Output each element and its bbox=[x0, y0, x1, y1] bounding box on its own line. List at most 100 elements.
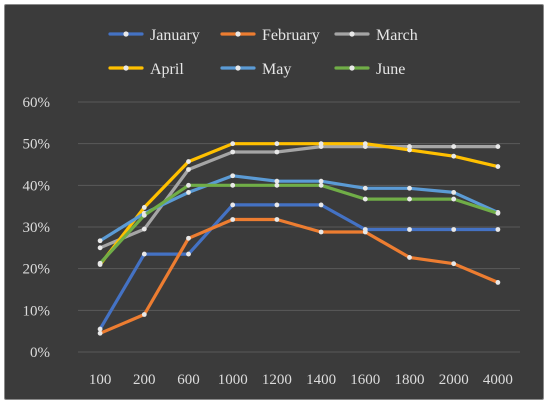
data-point bbox=[362, 141, 368, 147]
legend-entry: March bbox=[334, 27, 418, 44]
data-point bbox=[274, 202, 280, 208]
data-point bbox=[186, 159, 191, 164]
series-line bbox=[98, 145, 500, 250]
data-point bbox=[274, 178, 280, 184]
legend-marker bbox=[235, 65, 241, 71]
series-june bbox=[97, 182, 501, 266]
data-point bbox=[97, 238, 103, 244]
legend-entry: April bbox=[108, 61, 184, 78]
data-point bbox=[362, 229, 368, 235]
data-point bbox=[451, 153, 457, 159]
data-point bbox=[318, 182, 324, 188]
data-point bbox=[362, 196, 368, 202]
x-tick-label: 200 bbox=[133, 372, 156, 388]
data-point bbox=[451, 144, 457, 149]
x-tick-label: 1400 bbox=[306, 372, 336, 388]
data-point bbox=[186, 190, 191, 195]
data-point bbox=[230, 217, 236, 222]
legend-label: June bbox=[376, 61, 405, 78]
legend-entry: June bbox=[334, 61, 405, 78]
legend-marker bbox=[123, 31, 129, 37]
data-point bbox=[451, 261, 457, 267]
data-point bbox=[274, 141, 280, 147]
data-point bbox=[318, 178, 324, 184]
data-point bbox=[97, 260, 103, 266]
data-point bbox=[186, 167, 191, 172]
data-point bbox=[274, 149, 280, 155]
data-point bbox=[362, 185, 368, 191]
series-january bbox=[97, 202, 501, 332]
data-point bbox=[97, 330, 103, 336]
legend-label: January bbox=[150, 27, 200, 44]
x-tick-label: 600 bbox=[177, 372, 200, 388]
series-line bbox=[98, 142, 500, 267]
data-point bbox=[407, 185, 412, 191]
y-tick-label: 60% bbox=[23, 95, 51, 111]
data-point bbox=[97, 326, 103, 332]
series-april bbox=[97, 141, 501, 267]
legend-marker bbox=[123, 65, 129, 71]
legend-marker bbox=[349, 31, 355, 37]
data-point bbox=[495, 227, 501, 232]
data-point bbox=[186, 251, 191, 257]
y-tick-label: 30% bbox=[23, 220, 51, 236]
data-point bbox=[318, 202, 324, 208]
data-point bbox=[230, 202, 236, 208]
legend-marker bbox=[235, 31, 241, 37]
data-point bbox=[141, 226, 147, 232]
data-point bbox=[495, 164, 501, 169]
data-point bbox=[186, 235, 191, 241]
x-tick-label: 1800 bbox=[395, 372, 425, 388]
data-point bbox=[495, 280, 501, 285]
legend-label: March bbox=[376, 27, 418, 44]
data-point bbox=[407, 147, 412, 153]
series-line bbox=[98, 203, 500, 331]
data-point bbox=[451, 227, 457, 232]
series-line bbox=[98, 183, 500, 265]
data-point bbox=[407, 196, 412, 202]
data-point bbox=[230, 149, 236, 155]
data-point bbox=[495, 210, 501, 216]
data-point bbox=[141, 312, 147, 317]
x-tick-label: 2000 bbox=[439, 372, 469, 388]
y-tick-label: 20% bbox=[23, 262, 51, 278]
data-point bbox=[495, 144, 501, 149]
data-point bbox=[230, 141, 236, 147]
legend-entry: January bbox=[108, 27, 200, 44]
x-tick-label: 1600 bbox=[350, 372, 380, 388]
data-point bbox=[230, 173, 236, 179]
x-tick-label: 1200 bbox=[262, 372, 292, 388]
series-line bbox=[98, 174, 500, 243]
legend-label: February bbox=[262, 27, 320, 44]
x-tick-label: 1000 bbox=[218, 372, 248, 388]
legend-label: May bbox=[262, 61, 291, 78]
y-axis-ticks: 0% 10% 20% 30% 40% 50% 60% bbox=[23, 95, 51, 361]
data-point bbox=[407, 255, 412, 260]
data-point bbox=[451, 190, 457, 195]
x-axis-ticks: 100 200 600 1000 1200 1400 1600 1800 2000 4000 bbox=[89, 372, 513, 388]
y-tick-label: 40% bbox=[23, 178, 51, 194]
data-point bbox=[141, 212, 147, 218]
series-march bbox=[97, 144, 501, 251]
series-lines bbox=[97, 141, 501, 336]
y-tick-label: 0% bbox=[30, 345, 50, 361]
data-point bbox=[407, 144, 412, 149]
data-point bbox=[407, 227, 412, 232]
legend-entry: February bbox=[220, 27, 320, 44]
data-point bbox=[318, 141, 324, 147]
chart-frame bbox=[4, 4, 544, 400]
data-point bbox=[97, 245, 103, 251]
legend-marker bbox=[349, 65, 355, 71]
x-tick-label: 4000 bbox=[483, 372, 513, 388]
data-point bbox=[141, 251, 147, 257]
data-point bbox=[186, 182, 191, 188]
series-february bbox=[97, 217, 501, 336]
data-point bbox=[274, 182, 280, 188]
data-point bbox=[451, 196, 457, 202]
legend-entry: May bbox=[220, 61, 291, 78]
x-tick-label: 100 bbox=[89, 372, 112, 388]
data-point bbox=[318, 229, 324, 235]
series-line bbox=[98, 217, 500, 335]
legend: January February March April May June bbox=[108, 27, 418, 78]
